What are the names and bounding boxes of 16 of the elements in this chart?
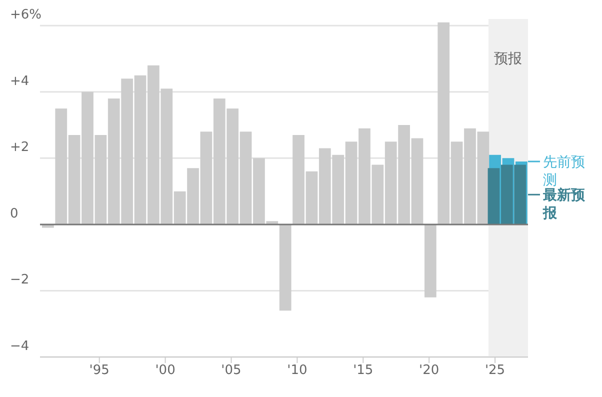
y-tick-label: −4 [10,339,30,354]
x-tick-label: '20 [419,363,440,378]
x-tick-label: '25 [484,363,506,378]
x-tick-label: '05 [221,363,242,378]
y-tick-label: +2 [10,140,30,156]
x-tick-label: '95 [89,363,110,378]
legend-label: 先前预测 [543,154,585,188]
x-tick-label: '15 [353,363,374,378]
band-label: 预报 [494,50,522,67]
x-tick-label: '10 [287,363,308,378]
y-tick-label: −2 [10,272,30,288]
legend-label: 最新预报 [542,186,586,222]
y-tick-label: +4 [10,74,30,89]
x-tick-label: '00 [155,363,176,378]
y-tick-label: +6% [10,8,42,23]
y-tick-label: 0 [10,206,18,222]
